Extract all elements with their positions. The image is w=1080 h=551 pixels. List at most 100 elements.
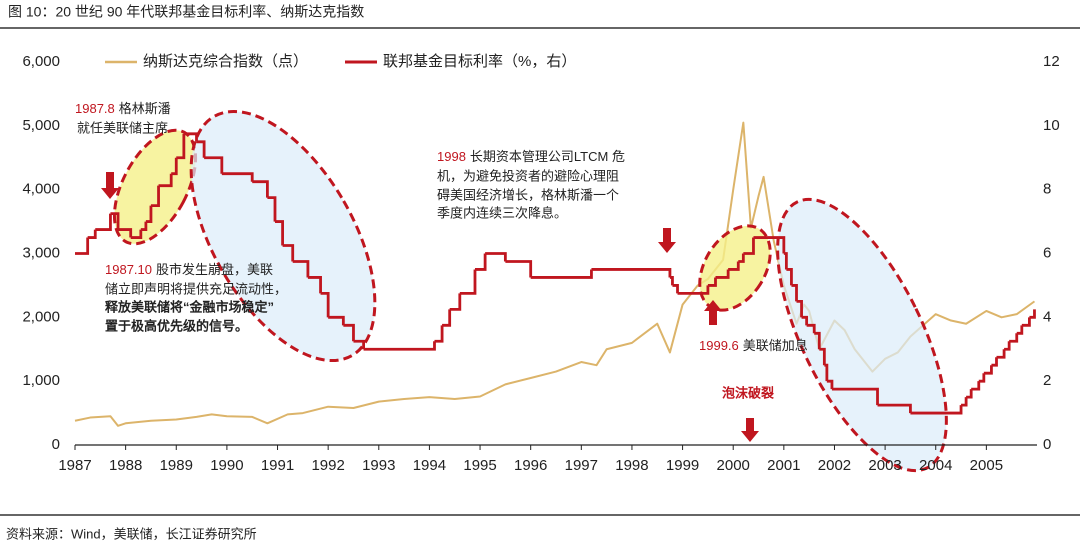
y-tick-label: 6,000 <box>22 53 60 70</box>
rate-step <box>1016 325 1024 335</box>
annotation: 机，为避免投资者的避险心理阻 <box>437 168 619 183</box>
legend-label: 联邦基金目标利率（%，右） <box>383 53 576 70</box>
x-tick-label: 1990 <box>210 457 243 474</box>
rate-step <box>978 373 986 383</box>
rate-step <box>819 347 826 366</box>
x-tick-label: 1987 <box>58 457 91 474</box>
rate-step <box>363 341 436 351</box>
y2-tick-label: 4 <box>1043 308 1051 325</box>
x-tick-label: 2000 <box>717 457 750 474</box>
x-tick-label: 2003 <box>868 457 901 474</box>
y2-tick-label: 6 <box>1043 244 1051 261</box>
x-tick-label: 1996 <box>514 457 547 474</box>
arrow <box>101 172 119 199</box>
legend-label: 纳斯达克综合指数（点） <box>143 53 308 70</box>
rate-step <box>459 269 477 295</box>
rate-step <box>814 331 821 350</box>
rate-step <box>1021 317 1031 327</box>
rate-step <box>824 363 829 382</box>
rate-step <box>826 379 834 390</box>
annotation: 释放美联储将“金融市场稳定” <box>105 299 274 314</box>
rate-step <box>292 260 310 278</box>
x-tick-label: 1989 <box>160 457 193 474</box>
rate-step <box>783 252 788 270</box>
x-tick-label: 2001 <box>767 457 800 474</box>
rate-step <box>505 260 533 278</box>
rate-step <box>449 293 462 311</box>
rate-step <box>877 403 912 414</box>
rate-step <box>196 140 206 158</box>
rate-step <box>672 284 679 294</box>
rate-step <box>591 268 672 278</box>
x-tick-label: 1994 <box>413 457 446 474</box>
rate-step <box>267 196 277 222</box>
y2-tick-label: 8 <box>1043 181 1051 198</box>
rate-step <box>801 315 809 326</box>
rate-step <box>282 244 295 262</box>
annotation: 1987.10 股市发生崩盘，美联 <box>105 262 273 277</box>
source-note: 资料来源：Wind，美联储，长江证券研究所 <box>6 526 257 541</box>
rate-step <box>474 253 487 271</box>
x-tick-label: 1998 <box>615 457 648 474</box>
rate-step <box>307 276 322 294</box>
rate-step <box>1004 341 1011 351</box>
chart-title: 图 10：20 世纪 90 年代联邦基金目标利率、纳斯达克指数 <box>8 4 364 20</box>
rate-step <box>1029 309 1036 319</box>
rate-step <box>171 157 178 176</box>
rate-step <box>791 284 798 302</box>
annotation: 季度内连续三次降息。 <box>437 205 567 220</box>
highlight-ellipse <box>776 197 948 473</box>
rate-step <box>738 253 745 263</box>
rate-step <box>183 132 198 142</box>
rate-step <box>753 236 786 254</box>
y-tick-label: 2,000 <box>22 308 60 325</box>
rate-step <box>75 237 90 255</box>
annotation-date: 1999.6 <box>699 338 739 353</box>
x-tick-label: 1992 <box>311 457 344 474</box>
rate-step <box>150 185 160 208</box>
rate-step <box>320 291 330 318</box>
rate-step <box>530 269 593 279</box>
y-tick-label: 5,000 <box>22 117 60 134</box>
y-tick-label: 1,000 <box>22 372 60 389</box>
arrow <box>658 228 676 253</box>
arrows <box>101 172 759 442</box>
rate-step <box>971 381 981 391</box>
annotation: 1987.8 格林斯潘 <box>75 101 171 116</box>
y-tick-label: 3,000 <box>22 244 60 261</box>
x-tick-label: 2005 <box>970 457 1003 474</box>
annotation-date: 1987.8 <box>75 101 115 116</box>
rate-step <box>442 309 452 327</box>
x-tick-label: 1993 <box>362 457 395 474</box>
rate-step <box>145 205 153 223</box>
x-tick-label: 2004 <box>919 457 952 474</box>
rate-step <box>140 221 148 231</box>
rate-step <box>434 325 444 343</box>
rate-step <box>991 357 998 367</box>
rate-step <box>130 229 143 239</box>
rate-step <box>252 180 269 198</box>
rate-step <box>677 285 710 295</box>
rate-step <box>87 229 97 239</box>
annotation-date: 1987.10 <box>105 262 152 277</box>
rate-step <box>707 277 717 287</box>
annotation: 1998 长期资本管理公司LTCM 危 <box>437 149 625 164</box>
annotation: 置于极高优先级的信号。 <box>105 318 248 333</box>
rate-step <box>996 349 1006 359</box>
rate-step <box>743 237 755 255</box>
annotation: 1999.6 美联储加息 <box>699 338 808 353</box>
y2-tick-label: 0 <box>1043 436 1051 453</box>
rate-step <box>176 133 186 160</box>
y-tick-label: 4,000 <box>22 181 60 198</box>
annotation: 就任美联储主席 <box>77 120 168 135</box>
y2-tick-label: 10 <box>1043 117 1060 134</box>
rate-step <box>983 365 993 375</box>
rate-step <box>669 276 674 286</box>
rate-step <box>796 299 803 318</box>
rate-step <box>485 252 507 262</box>
rate-step <box>728 261 740 271</box>
x-tick-label: 2002 <box>818 457 851 474</box>
rate-step <box>118 228 133 238</box>
x-tick-label: 1995 <box>463 457 496 474</box>
annotation-date: 1998 <box>437 149 466 164</box>
